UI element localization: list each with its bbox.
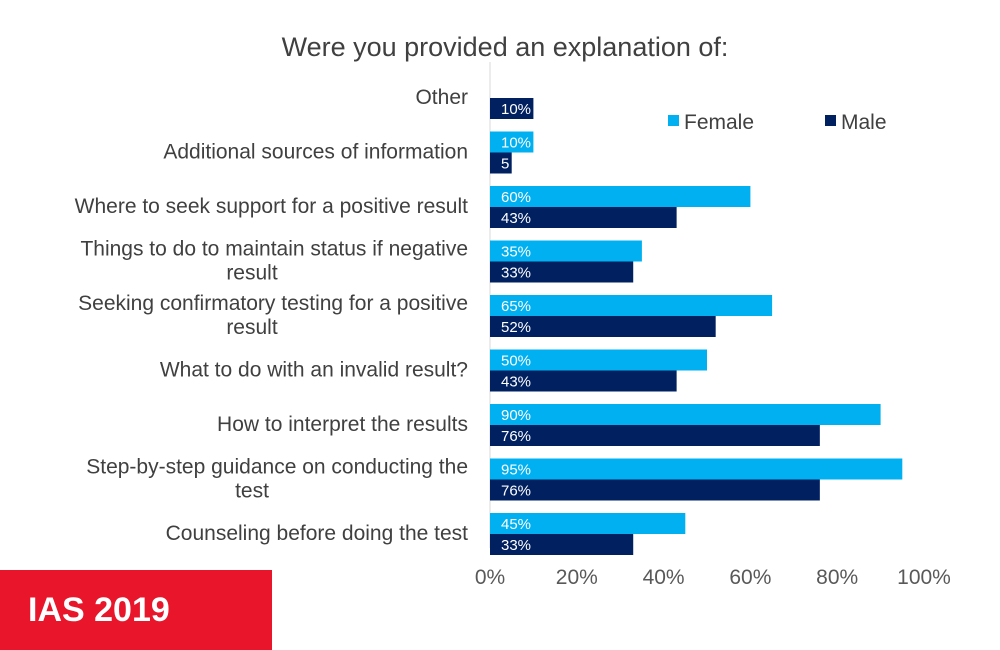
- bar-value-label-female-5: 50%: [501, 353, 531, 370]
- x-tick-1: 20%: [556, 566, 598, 589]
- bar-female-7: [490, 458, 903, 480]
- x-tick-2: 40%: [643, 566, 685, 589]
- category-labels: Other Additional sources of information Wh…: [75, 86, 469, 545]
- bar-value-label-male-7: 76%: [501, 483, 531, 500]
- x-tick-0: 0%: [475, 566, 505, 589]
- category-label-line-2: result: [226, 262, 278, 285]
- bar-layer: 10% 10% 5 60% 43% 35% 33% 65% 52% 50% 43% 90% 76% 95%…: [490, 98, 903, 555]
- x-axis-ticks: 0% 20% 40% 60% 80% 100%: [475, 566, 951, 589]
- bar-value-label-female-3: 35%: [501, 244, 531, 261]
- conference-badge: IAS 2019: [0, 570, 272, 650]
- category-label-5: What to do with an invalid result?: [160, 359, 468, 382]
- chart-title: Were you provided an explanation of:: [282, 32, 729, 62]
- category-label-line-1: Seeking confirmatory testing for a posit…: [78, 292, 468, 315]
- category-label-line-2: test: [235, 480, 269, 503]
- bar-male-1: [490, 152, 512, 174]
- bar-female-4: [490, 295, 773, 316]
- bar-male-7: [490, 479, 820, 501]
- legend-label-female: Female: [684, 111, 754, 134]
- bar-value-label-male-3: 33%: [501, 265, 531, 282]
- bar-male-5: [490, 370, 677, 392]
- category-label-8: Counseling before doing the test: [166, 522, 469, 545]
- bar-value-label-male-1: 5: [501, 156, 509, 173]
- category-label-6: How to interpret the results: [217, 413, 468, 436]
- bar-female-1: [490, 131, 534, 153]
- bar-value-label-female-6: 90%: [501, 407, 531, 424]
- category-label-3: Things to do to maintain status if negat…: [80, 238, 468, 285]
- bar-female-2: [490, 186, 751, 207]
- bar-value-label-female-2: 60%: [501, 189, 531, 206]
- bar-value-label-male-8: 33%: [501, 537, 531, 554]
- bar-male-6: [490, 425, 820, 446]
- bar-male-4: [490, 316, 716, 337]
- bar-value-label-male-5: 43%: [501, 374, 531, 391]
- bar-value-label-male-2: 43%: [501, 210, 531, 227]
- x-tick-3: 60%: [729, 566, 771, 589]
- legend-swatch-male: [825, 115, 836, 126]
- category-label-1: Additional sources of information: [163, 141, 468, 164]
- category-label-2: Where to seek support for a positive res…: [75, 195, 469, 218]
- bar-male-2: [490, 207, 677, 228]
- category-label-line-1: Things to do to maintain status if negat…: [80, 238, 468, 261]
- category-label-0: Other: [415, 86, 468, 109]
- bar-value-label-female-8: 45%: [501, 516, 531, 533]
- x-tick-4: 80%: [816, 566, 858, 589]
- bar-female-3: [490, 240, 642, 262]
- legend-swatch-female: [668, 115, 679, 126]
- bar-value-label-female-4: 65%: [501, 298, 531, 315]
- x-tick-5: 100%: [897, 566, 951, 589]
- category-label-4: Seeking confirmatory testing for a posit…: [78, 292, 468, 339]
- bar-value-label-male-6: 76%: [501, 428, 531, 445]
- bar-male-0: [490, 98, 534, 119]
- bar-female-8: [490, 513, 686, 534]
- bar-value-label-female-7: 95%: [501, 462, 531, 479]
- category-label-line-1: Step-by-step guidance on conducting the: [86, 456, 468, 479]
- category-label-line-2: result: [226, 316, 278, 339]
- bar-value-label-male-0: 10%: [501, 101, 531, 118]
- bar-female-5: [490, 349, 707, 371]
- category-label-7: Step-by-step guidance on conducting the t…: [86, 456, 468, 503]
- bar-female-6: [490, 404, 881, 425]
- bar-male-3: [490, 261, 634, 283]
- bar-value-label-male-4: 52%: [501, 319, 531, 336]
- legend-label-male: Male: [841, 111, 887, 134]
- legend: Female Male: [668, 111, 887, 134]
- bar-value-label-female-1: 10%: [501, 135, 531, 152]
- bar-male-8: [490, 534, 634, 555]
